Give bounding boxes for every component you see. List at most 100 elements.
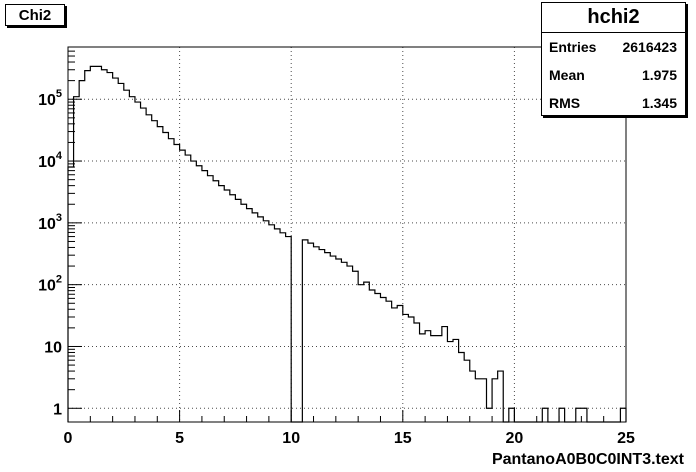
histogram-bin xyxy=(79,81,85,422)
stats-rms-value: 1.345 xyxy=(641,95,677,111)
histogram-bin xyxy=(180,150,186,422)
histogram-bin xyxy=(274,229,280,422)
histogram-bin xyxy=(118,83,124,422)
histogram-bin xyxy=(74,97,80,422)
histogram-bin xyxy=(168,139,174,422)
chart-title: Chi2 xyxy=(18,6,52,24)
histogram-bin xyxy=(252,213,258,422)
histogram-bin xyxy=(453,339,459,422)
histogram-bin xyxy=(369,290,375,422)
histogram-bin xyxy=(408,317,414,422)
histogram-bin xyxy=(336,259,342,422)
stats-rms-label: RMS xyxy=(549,95,581,111)
histogram-bin xyxy=(213,181,219,422)
histogram-bin xyxy=(163,132,169,422)
histogram-bin xyxy=(364,282,370,422)
histogram-bin xyxy=(302,240,308,422)
histogram-bin xyxy=(358,285,364,422)
histogram-bin xyxy=(386,301,392,422)
histogram-bin xyxy=(470,371,476,422)
histogram-bin xyxy=(397,306,403,422)
histogram-bin xyxy=(68,167,74,422)
histogram-bin xyxy=(191,161,197,422)
histogram-bin xyxy=(414,323,420,422)
stats-mean-label: Mean xyxy=(549,67,585,83)
stats-row-mean: Mean 1.975 xyxy=(542,61,685,89)
histogram-bin xyxy=(325,253,331,422)
y-tick-label: 104 xyxy=(38,150,63,171)
histogram-bin xyxy=(101,70,107,422)
histogram-bin xyxy=(464,360,470,422)
stats-row-entries: Entries 2616423 xyxy=(542,33,685,61)
histogram-bin xyxy=(509,408,515,422)
histogram-bin xyxy=(224,190,230,422)
histogram-bin xyxy=(459,352,465,422)
histogram-line xyxy=(67,65,627,423)
histogram-bin xyxy=(230,195,236,422)
histogram-bin xyxy=(330,256,336,422)
histogram-bin xyxy=(269,225,275,422)
histogram-bin xyxy=(196,166,202,422)
histogram-bin xyxy=(447,342,453,422)
x-tick-label: 5 xyxy=(175,430,184,447)
y-tick-label: 102 xyxy=(38,274,62,295)
histogram-bin xyxy=(375,293,381,422)
x-tick-label: 15 xyxy=(394,430,412,447)
histogram-bin xyxy=(442,327,448,422)
histogram-bin xyxy=(436,336,442,422)
plot-frame xyxy=(67,46,627,423)
histogram-bin xyxy=(185,155,191,422)
histogram-bin xyxy=(113,78,119,422)
histogram-bin xyxy=(492,379,498,422)
stats-histogram-name: hchi2 xyxy=(542,3,685,33)
x-axis-label: PantanoA0B0C0INT3.text xyxy=(491,451,684,468)
y-tick-label: 105 xyxy=(38,88,62,109)
histogram-bin xyxy=(174,145,180,422)
stats-mean-value: 1.975 xyxy=(641,67,677,83)
histogram-bin xyxy=(124,90,130,422)
histogram-bin xyxy=(425,331,431,422)
histogram-bin xyxy=(308,243,314,422)
histogram-bin xyxy=(219,186,225,422)
histogram-bin xyxy=(258,217,264,422)
x-tick-label: 0 xyxy=(64,430,73,447)
histogram-bin xyxy=(247,209,253,422)
histogram-bin xyxy=(341,262,347,422)
histogram-bin xyxy=(347,266,353,422)
histogram-bin xyxy=(314,247,320,422)
histogram-bin xyxy=(241,204,247,422)
histogram-bin xyxy=(380,297,386,422)
histogram-bin xyxy=(620,408,626,422)
histogram-bin xyxy=(576,408,582,422)
histogram-bin xyxy=(152,121,158,422)
histogram-bin xyxy=(481,379,487,422)
histogram-bin xyxy=(96,66,102,422)
histogram-bin xyxy=(107,73,113,422)
x-tick-label: 25 xyxy=(617,430,635,447)
histogram-bin xyxy=(135,102,141,422)
histogram-bin xyxy=(487,408,493,422)
stats-entries-label: Entries xyxy=(549,39,597,55)
stats-row-rms: RMS 1.345 xyxy=(542,89,685,117)
x-tick-label: 10 xyxy=(282,430,300,447)
histogram-bin xyxy=(392,308,398,422)
y-tick-label: 103 xyxy=(38,212,62,233)
y-tick-label: 1 xyxy=(53,401,62,418)
histogram-bin xyxy=(286,237,292,422)
histogram-bin xyxy=(280,233,286,422)
x-tick-label: 20 xyxy=(506,430,524,447)
histogram-bin xyxy=(157,127,163,422)
histogram-bin xyxy=(208,176,214,422)
histogram-bin xyxy=(235,199,241,422)
chart-title-box: Chi2 xyxy=(5,4,65,26)
y-tick-label: 10 xyxy=(44,339,62,356)
histogram-bin xyxy=(141,108,147,422)
histogram-bin xyxy=(202,171,208,422)
histogram-bin xyxy=(90,66,96,422)
stats-box: hchi2 Entries 2616423 Mean 1.975 RMS 1.3… xyxy=(541,2,686,116)
histogram-bin xyxy=(353,271,359,422)
histogram-bin xyxy=(85,71,91,422)
histogram-bin xyxy=(542,408,548,422)
